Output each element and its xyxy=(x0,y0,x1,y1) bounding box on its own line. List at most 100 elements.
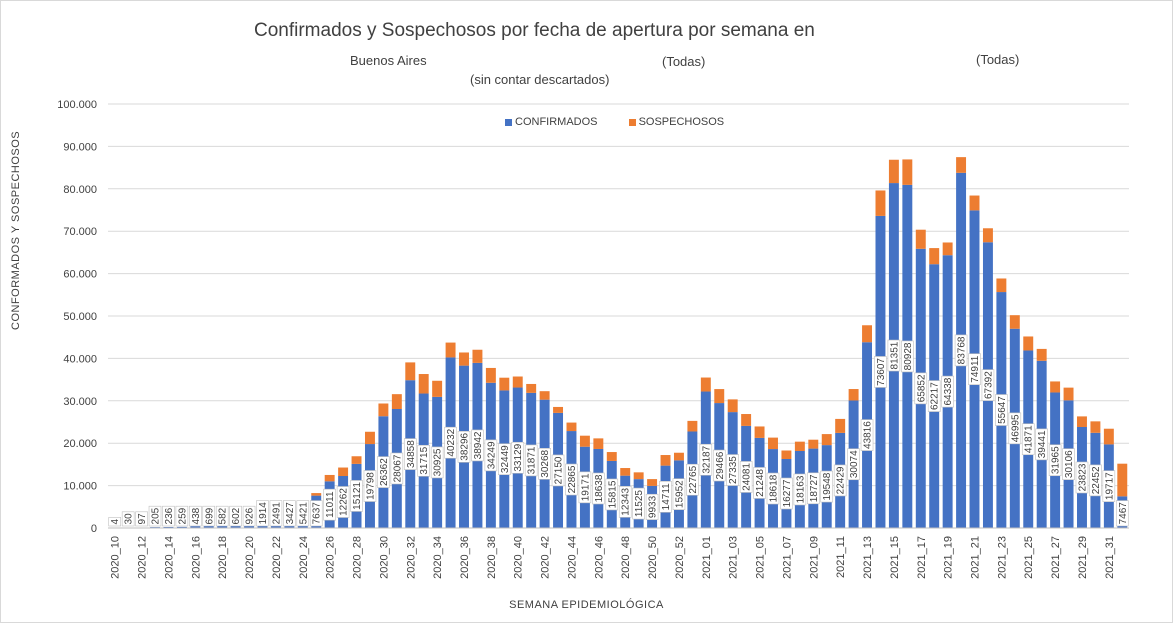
data-label-box xyxy=(793,473,807,506)
data-label-text: 29466 xyxy=(715,451,726,479)
y-tick-label: 80.000 xyxy=(63,184,97,196)
x-tick-label: 2020_32 xyxy=(405,536,417,579)
data-label-text: 34858 xyxy=(406,440,417,468)
bar-suspected-2021_20 xyxy=(956,157,967,173)
data-label-text: 24081 xyxy=(742,463,753,491)
data-label-box xyxy=(766,472,780,505)
data-label-text: 33129 xyxy=(513,443,524,471)
data-label-2020_53: 22765 xyxy=(686,463,699,496)
data-label-2020_40: 33129 xyxy=(511,441,524,474)
data-label-text: 62217 xyxy=(930,382,941,410)
bar-suspected-2020_34 xyxy=(432,380,443,397)
data-label-2021_19: 64338 xyxy=(941,375,954,408)
data-label-text: 22865 xyxy=(567,465,578,493)
data-label-box xyxy=(901,340,914,373)
filter-3-label: (Todas) xyxy=(976,52,1020,67)
data-label-text: 18727 xyxy=(809,474,820,502)
bar-suspected-2021_10 xyxy=(821,434,832,446)
data-label-2020_13: 205 xyxy=(148,505,162,527)
data-label-2021_20: 83768 xyxy=(954,334,968,367)
data-label-box xyxy=(524,444,538,477)
x-tick-label: 2020_48 xyxy=(620,536,632,579)
x-tick-label: 2020_18 xyxy=(217,536,229,579)
data-label-text: 32187 xyxy=(701,445,712,473)
data-label-text: 27335 xyxy=(728,456,739,484)
data-label-box xyxy=(968,353,981,385)
data-label-2021_16: 80928 xyxy=(901,340,914,373)
data-label-2021_29: 23823 xyxy=(1075,461,1088,494)
data-label-box xyxy=(121,511,135,527)
bar-suspected-2021_22 xyxy=(982,228,993,243)
data-label-box xyxy=(256,500,269,527)
data-label-2021_31: 19717 xyxy=(1102,470,1115,502)
x-tick-label: 2021_27 xyxy=(1050,536,1062,579)
legend-item-suspected: SOSPECHOSOS xyxy=(628,116,724,128)
data-label-2020_35: 40232 xyxy=(444,426,457,459)
bar-suspected-2021_27 xyxy=(1050,381,1061,393)
data-label-2020_20: 926 xyxy=(242,505,256,527)
bar-suspected-2020_51 xyxy=(660,455,671,466)
data-label-box xyxy=(457,431,471,463)
data-label-box xyxy=(498,443,511,476)
bar-suspected-2021_13 xyxy=(862,325,873,343)
data-label-box xyxy=(726,454,739,486)
data-label-text: 205 xyxy=(151,507,162,524)
data-label-text: 19798 xyxy=(365,472,376,500)
y-tick-label: 90.000 xyxy=(63,141,97,153)
data-label-box xyxy=(1062,448,1075,480)
data-label-text: 41871 xyxy=(1024,425,1035,453)
data-label-text: 19717 xyxy=(1104,472,1115,500)
data-label-2021_10: 19548 xyxy=(820,470,833,503)
bar-suspected-2021_32 xyxy=(1117,463,1128,497)
y-tick-label: 40.000 xyxy=(63,353,97,365)
data-label-text: 46995 xyxy=(1010,414,1021,442)
data-label-text: 4 xyxy=(110,518,121,524)
data-label-box xyxy=(377,456,390,488)
data-label-box xyxy=(202,505,216,527)
x-tick-label: 2021_19 xyxy=(943,536,955,579)
data-label-box xyxy=(780,477,793,510)
bar-suspected-2020_47 xyxy=(606,452,617,461)
x-tick-label: 2021_29 xyxy=(1077,536,1089,579)
x-tick-label: 2020_12 xyxy=(137,536,149,579)
data-label-text: 55647 xyxy=(997,396,1008,424)
data-label-text: 15815 xyxy=(607,480,618,508)
bar-suspected-2020_42 xyxy=(539,391,550,400)
data-label-text: 12262 xyxy=(339,488,350,516)
legend-swatch-suspected xyxy=(628,118,636,126)
data-label-text: 11525 xyxy=(634,490,645,518)
bar-suspected-2020_37 xyxy=(472,349,483,363)
data-label-box xyxy=(914,372,928,405)
bar-suspected-2020_31 xyxy=(391,394,402,409)
x-tick-label: 2021_01 xyxy=(701,536,713,579)
data-label-box xyxy=(189,505,202,527)
data-label-text: 19548 xyxy=(822,472,833,500)
data-label-text: 9933 xyxy=(648,495,659,518)
data-label-text: 39441 xyxy=(1037,430,1048,458)
data-label-box xyxy=(108,517,122,527)
data-label-2020_46: 18638 xyxy=(592,472,605,505)
data-label-text: 22765 xyxy=(688,465,699,493)
data-label-box xyxy=(941,375,954,408)
data-label-text: 64338 xyxy=(943,377,954,405)
data-label-text: 5421 xyxy=(298,502,309,525)
data-label-text: 30074 xyxy=(849,450,860,478)
data-label-2020_32: 34858 xyxy=(403,438,417,470)
legend: CONFIRMADOS SOSPECHOSOS xyxy=(505,116,752,128)
data-label-box xyxy=(578,471,592,504)
bar-suspected-2020_46 xyxy=(593,438,604,449)
x-tick-label: 2021_25 xyxy=(1023,536,1035,579)
data-label-2020_45: 19171 xyxy=(578,471,592,504)
bar-suspected-2021_23 xyxy=(996,278,1007,293)
x-tick-label: 2020_42 xyxy=(540,536,552,579)
data-label-2021_06: 18618 xyxy=(766,472,780,505)
location-filter-label: Buenos Aires xyxy=(350,53,427,68)
data-label-2020_22: 2491 xyxy=(269,500,282,527)
data-label-text: 12343 xyxy=(621,487,632,515)
data-label-2020_17: 699 xyxy=(202,505,216,527)
data-label-2020_30: 26362 xyxy=(377,456,390,488)
data-label-2020_14: 236 xyxy=(162,505,175,527)
data-label-text: 34249 xyxy=(486,441,497,469)
data-label-2021_28: 30106 xyxy=(1062,448,1075,480)
bar-suspected-2020_40 xyxy=(512,376,523,388)
